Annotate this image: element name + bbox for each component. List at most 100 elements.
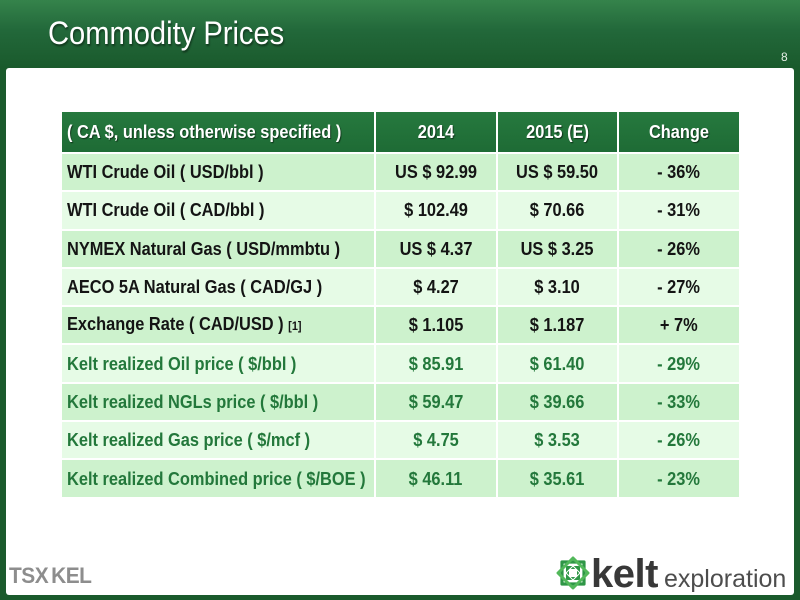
value-change-text: - 27% bbox=[657, 277, 701, 298]
row-label-text: Exchange Rate ( CAD/USD ) bbox=[67, 314, 284, 335]
value-2015-text: $ 1.187 bbox=[530, 315, 585, 336]
value-2014: $ 1.105 bbox=[376, 307, 496, 344]
value-change-text: - 23% bbox=[657, 468, 701, 489]
value-2015: $ 3.10 bbox=[498, 268, 617, 306]
tsx-logo: TSX KEL bbox=[9, 562, 92, 590]
header-cell-2015: 2015 (E) bbox=[498, 112, 617, 152]
value-2014-text: $ 1.105 bbox=[408, 315, 464, 336]
value-change: - 31% bbox=[619, 192, 739, 229]
value-2014: $ 4.27 bbox=[376, 268, 496, 306]
value-change-text: - 26% bbox=[657, 238, 701, 259]
row-label-text: Kelt realized Combined price ( $/BOE ) bbox=[67, 468, 366, 489]
table-row: Exchange Rate ( CAD/USD ) [1] $ 1.105 $ … bbox=[62, 307, 739, 344]
title-bar bbox=[0, 0, 800, 68]
value-change: + 7% bbox=[619, 307, 739, 344]
value-2015-text: US $ 3.25 bbox=[521, 238, 594, 259]
row-label-text: AECO 5A Natural Gas ( CAD/GJ ) bbox=[67, 277, 323, 298]
value-2015-text: $ 3.53 bbox=[534, 430, 581, 451]
value-2014-text: $ 102.49 bbox=[404, 200, 468, 221]
value-2014-text: $ 85.91 bbox=[408, 353, 464, 374]
table-row: Kelt realized NGLs price ( $/bbl ) $ 59.… bbox=[62, 383, 739, 421]
value-2014: $ 46.11 bbox=[376, 460, 496, 497]
celtic-knot-icon bbox=[556, 556, 590, 590]
row-label-text: NYMEX Natural Gas ( USD/mmbtu ) bbox=[67, 238, 341, 259]
value-2015-text: $ 61.40 bbox=[530, 353, 585, 374]
value-2014-text: US $ 4.37 bbox=[399, 238, 473, 259]
row-label: NYMEX Natural Gas ( USD/mmbtu ) bbox=[62, 230, 374, 267]
value-change: - 26% bbox=[619, 230, 739, 267]
header-cell-change: Change bbox=[619, 112, 739, 152]
value-change: - 23% bbox=[619, 460, 739, 497]
value-change: - 29% bbox=[619, 345, 739, 382]
row-label: Kelt realized NGLs price ( $/bbl ) bbox=[62, 383, 374, 421]
header-units-text: ( CA $, unless otherwise specified ) bbox=[67, 122, 342, 142]
row-label-text: Kelt realized Gas price ( $/mcf ) bbox=[67, 430, 311, 451]
value-change: - 26% bbox=[619, 422, 739, 459]
value-2014: $ 4.75 bbox=[376, 422, 496, 459]
row-label: WTI Crude Oil ( USD/bbl ) bbox=[62, 154, 374, 191]
row-label-text: Kelt realized NGLs price ( $/bbl ) bbox=[67, 391, 319, 412]
value-change-text: - 33% bbox=[657, 391, 701, 412]
value-2014: US $ 4.37 bbox=[376, 230, 496, 267]
table-row: Kelt realized Combined price ( $/BOE ) $… bbox=[62, 460, 739, 497]
table-row: WTI Crude Oil ( CAD/bbl ) $ 102.49 $ 70.… bbox=[62, 192, 739, 229]
row-label-text: WTI Crude Oil ( USD/bbl ) bbox=[67, 162, 264, 183]
commodity-price-table: ( CA $, unless otherwise specified ) 201… bbox=[60, 110, 741, 499]
value-change-text: - 31% bbox=[657, 200, 701, 221]
value-2015-text: $ 35.61 bbox=[530, 468, 585, 489]
tsx-ticker-text: KEL bbox=[51, 563, 92, 588]
header-2014-text: 2014 bbox=[417, 122, 455, 142]
exploration-wordmark: exploration bbox=[664, 565, 787, 593]
header-cell-units: ( CA $, unless otherwise specified ) bbox=[62, 112, 374, 152]
value-2015: $ 35.61 bbox=[498, 460, 617, 497]
value-2014-text: US $ 92.99 bbox=[395, 162, 477, 183]
value-change-text: - 36% bbox=[657, 162, 701, 183]
value-2015: $ 61.40 bbox=[498, 345, 617, 382]
value-2015-text: $ 3.10 bbox=[534, 277, 581, 298]
table-row: WTI Crude Oil ( USD/bbl ) US $ 92.99 US … bbox=[62, 154, 739, 191]
row-label: Kelt realized Combined price ( $/BOE ) bbox=[62, 460, 374, 497]
value-2015-text: $ 70.66 bbox=[530, 200, 585, 221]
value-2014: $ 59.47 bbox=[376, 383, 496, 421]
tsx-exchange-text: TSX bbox=[9, 563, 49, 588]
value-change-text: - 26% bbox=[657, 430, 701, 451]
value-2015-text: $ 39.66 bbox=[530, 391, 585, 412]
value-2014-text: $ 4.75 bbox=[413, 430, 459, 451]
slide-title: Commodity Prices bbox=[48, 15, 285, 51]
value-2015: $ 1.187 bbox=[498, 307, 617, 344]
value-2014: $ 102.49 bbox=[376, 192, 496, 229]
row-label: Kelt realized Oil price ( $/bbl ) bbox=[62, 345, 374, 382]
row-label-text: WTI Crude Oil ( CAD/bbl ) bbox=[67, 200, 265, 221]
row-label: Kelt realized Gas price ( $/mcf ) bbox=[62, 422, 374, 459]
row-label-wrap: Exchange Rate ( CAD/USD ) [1] bbox=[67, 314, 302, 336]
header-change-text: Change bbox=[648, 122, 710, 142]
value-change: - 27% bbox=[619, 268, 739, 306]
value-change: - 33% bbox=[619, 383, 739, 421]
row-label: WTI Crude Oil ( CAD/bbl ) bbox=[62, 192, 374, 229]
value-change-text: + 7% bbox=[660, 315, 698, 336]
page-number: 8 bbox=[781, 50, 788, 64]
value-2014-text: $ 46.11 bbox=[409, 468, 463, 489]
footnote-marker: [1] bbox=[288, 319, 302, 334]
table-row: Kelt realized Oil price ( $/bbl ) $ 85.9… bbox=[62, 345, 739, 382]
table-row: NYMEX Natural Gas ( USD/mmbtu ) US $ 4.3… bbox=[62, 230, 739, 267]
value-2015-text: US $ 59.50 bbox=[516, 162, 599, 183]
table-row: Kelt realized Gas price ( $/mcf ) $ 4.75… bbox=[62, 422, 739, 459]
value-2014: US $ 92.99 bbox=[376, 154, 496, 191]
value-2014-text: $ 4.27 bbox=[413, 277, 459, 298]
value-2015: $ 3.53 bbox=[498, 422, 617, 459]
header-cell-2014: 2014 bbox=[376, 112, 496, 152]
table-row: AECO 5A Natural Gas ( CAD/GJ ) $ 4.27 $ … bbox=[62, 268, 739, 306]
value-change-text: - 29% bbox=[657, 353, 701, 374]
row-label: Exchange Rate ( CAD/USD ) [1] bbox=[62, 307, 374, 344]
row-label-text: Kelt realized Oil price ( $/bbl ) bbox=[67, 353, 297, 374]
value-2014-text: $ 59.47 bbox=[408, 391, 464, 412]
header-2015-text: 2015 (E) bbox=[526, 122, 589, 142]
value-2015: $ 70.66 bbox=[498, 192, 617, 229]
value-change: - 36% bbox=[619, 154, 739, 191]
celtic-knot-icon-graphic bbox=[556, 556, 590, 590]
value-2015: US $ 3.25 bbox=[498, 230, 617, 267]
value-2015: $ 39.66 bbox=[498, 383, 617, 421]
kelt-wordmark: kelt bbox=[591, 552, 658, 596]
